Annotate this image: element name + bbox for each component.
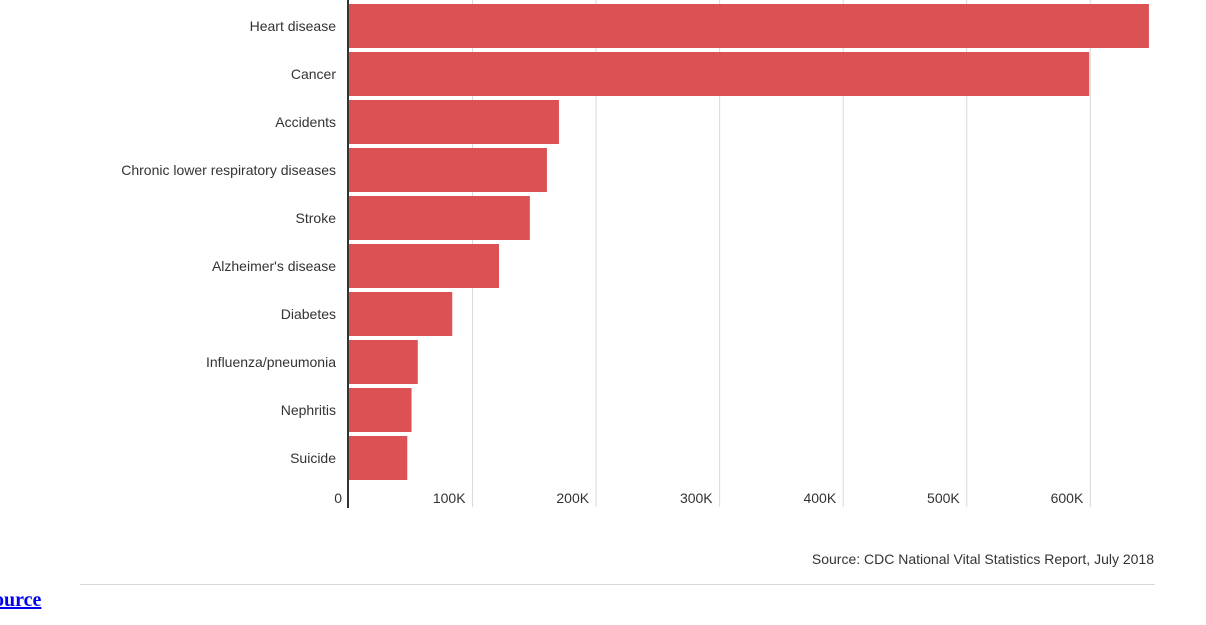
source-link[interactable]: ource <box>0 589 42 611</box>
x-tick-label-100k: 100K <box>433 490 466 506</box>
x-tick-label-300k: 300K <box>680 490 713 506</box>
bar-cancer[interactable] <box>349 52 1090 96</box>
x-tick-label-400k: 400K <box>803 490 836 506</box>
footer-divider <box>80 584 1155 585</box>
x-tick-label-600k: 600K <box>1051 490 1084 506</box>
bar-chart: Heart disease Cancer Accidents Chronic lowe… <box>121 0 1149 508</box>
category-label-nephritis: Nephritis <box>281 402 336 418</box>
bars <box>349 4 1149 480</box>
bar-diabetes[interactable] <box>349 292 453 336</box>
category-label-suicide: Suicide <box>290 450 336 466</box>
category-label-chronic-lower-respiratory-diseases: Chronic lower respiratory diseases <box>121 162 336 178</box>
category-label-stroke: Stroke <box>296 210 337 226</box>
x-tick-label-500k: 500K <box>927 490 960 506</box>
bar-influenza-pneumonia[interactable] <box>349 340 418 384</box>
category-label-cancer: Cancer <box>291 66 336 82</box>
x-tick-label-200k: 200K <box>556 490 589 506</box>
x-axis-ticks: 0 100K 200K 300K 400K 500K 600K <box>334 487 1091 507</box>
category-labels: Heart disease Cancer Accidents Chronic lowe… <box>121 18 336 466</box>
bar-stroke[interactable] <box>349 196 530 240</box>
bar-nephritis[interactable] <box>349 388 412 432</box>
category-label-accidents: Accidents <box>275 114 336 130</box>
category-label-influenza-pneumonia: Influenza/pneumonia <box>206 354 336 370</box>
bar-chronic-lower-respiratory-diseases[interactable] <box>349 148 547 192</box>
category-label-heart-disease: Heart disease <box>250 18 337 34</box>
bar-accidents[interactable] <box>349 100 559 144</box>
category-label-diabetes: Diabetes <box>281 306 336 322</box>
category-label-alzheimer-s-disease: Alzheimer's disease <box>212 258 336 274</box>
bar-suicide[interactable] <box>349 436 408 480</box>
bar-alzheimer-s-disease[interactable] <box>349 244 499 288</box>
bar-heart-disease[interactable] <box>349 4 1149 48</box>
x-tick-label-0: 0 <box>334 490 342 506</box>
chart-source-note: Source: CDC National Vital Statistics Re… <box>811 551 1154 567</box>
